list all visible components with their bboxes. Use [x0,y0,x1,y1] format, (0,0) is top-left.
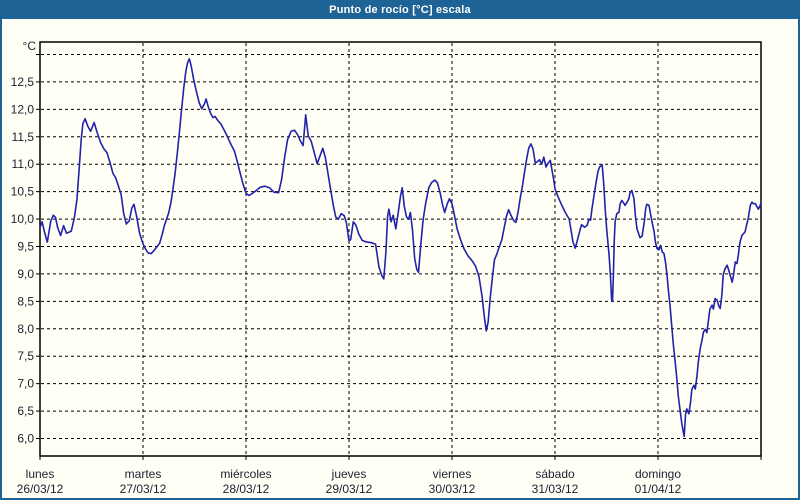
title-bar: Punto de rocío [°C] escala [0,0,800,19]
day-date-label: 29/03/12 [326,482,373,496]
day-name-label: jueves [331,467,367,481]
ytick-label: 10,5 [11,185,35,199]
ytick-label: 6,0 [17,432,34,446]
chart-title: Punto de rocío [°C] escala [329,3,471,16]
ytick-label: 9,5 [17,240,34,254]
ytick-label: 8,0 [17,322,34,336]
day-date-label: 31/03/12 [532,482,579,496]
dew-point-line [39,58,762,438]
ytick-label: 12,0 [11,102,35,116]
day-name-label: sábado [535,467,575,481]
day-name-label: lunes [26,467,55,481]
day-date-label: 30/03/12 [429,482,476,496]
y-axis-unit-label: °C [23,39,37,53]
plot-frame [39,41,762,457]
ytick-label: 9,0 [17,267,34,281]
ytick-label: 11,0 [12,157,35,171]
ytick-label: 8,5 [17,294,34,308]
ytick-label: 7,5 [17,349,34,363]
day-date-label: 01/04/12 [635,482,682,496]
day-name-label: miércoles [220,467,271,481]
ytick-label: 12,5 [11,75,35,89]
ytick-label: 11,5 [12,130,35,144]
day-name-label: martes [125,467,162,481]
day-date-label: 26/03/12 [17,482,64,496]
ytick-label: 6,5 [17,404,34,418]
day-date-label: 28/03/12 [223,482,270,496]
day-date-label: 27/03/12 [120,482,167,496]
ytick-label: 7,0 [17,377,34,391]
day-name-label: viernes [433,467,472,481]
ytick-label: 10,0 [11,212,35,226]
day-name-label: domingo [635,467,681,481]
